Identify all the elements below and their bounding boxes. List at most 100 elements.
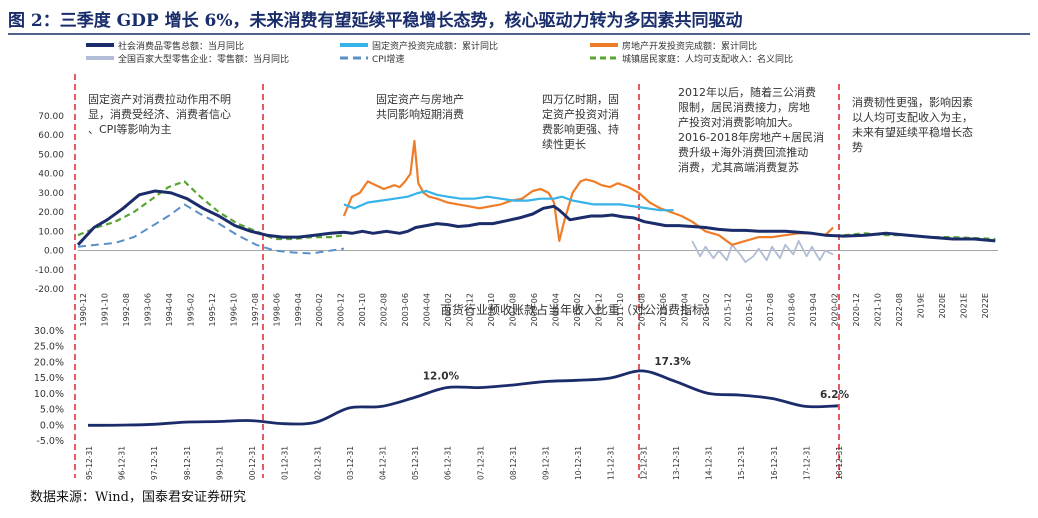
bottom-xtick-label: 2017-12-31 — [802, 446, 811, 480]
legend-label-realestate: 房地产开发投资完成额：累计同比 — [622, 40, 757, 52]
top-xtick-label: 1997-08 — [251, 293, 260, 326]
top-xtick-label: 2020E — [938, 293, 947, 318]
annotation-4: 2012年以后，随着三公消费限制，居民消费接力，房地产投资对消费影响加大。 — [678, 85, 816, 129]
bottom-xtick-label: 1998-12-31 — [183, 446, 192, 480]
series-line-1 — [343, 189, 674, 212]
bottom-chart-title: 百货行业预收账款占当年收入比重（对公消费指标） — [440, 302, 716, 317]
top-xtick-label: 2020-12 — [852, 293, 861, 326]
source-note: 数据来源：Wind，国泰君安证券研究 — [30, 490, 246, 505]
bottom-chart-axes: 30.0% 25.0% 20.0% 15.0% 10.0% 5.0% 0.0% -5.0% 19… — [34, 326, 844, 480]
top-xtick-label: 1999-04 — [294, 293, 303, 326]
period-dividers — [74, 74, 840, 478]
bottom-xtick-label: 2011-12-31 — [607, 446, 616, 480]
bottom-xtick-label: 2004-12-31 — [378, 446, 387, 480]
bottom-ytick-label: 30.0% — [34, 326, 64, 337]
top-xtick-label: 2000-02 — [315, 293, 324, 326]
top-xtick-label: 2011-10 — [616, 293, 625, 326]
top-xtick-label: 2010-12 — [594, 293, 603, 326]
bottom-xtick-label: 1999-12-31 — [215, 446, 224, 480]
top-xtick-label: 2008-06 — [530, 293, 539, 326]
chart-canvas: 社会消费品零售总额：当月同比 全国百家大型零售企业：零售额：当月同比 固定资产投… — [8, 33, 1030, 480]
top-xtick-label: 2010-02 — [573, 293, 582, 326]
top-xtick-label: 2022-08 — [895, 293, 904, 326]
bottom-xtick-label: 2001-12-31 — [281, 446, 290, 480]
bottom-xtick-label: 2006-12-31 — [444, 446, 453, 480]
bottom-data-label: 17.3% — [654, 356, 691, 368]
top-xtick-label: 2014-04 — [680, 293, 689, 326]
bottom-xtick-label: 1995-12-31 — [85, 446, 94, 480]
legend: 社会消费品零售总额：当月同比 全国百家大型零售企业：零售额：当月同比 固定资产投… — [86, 40, 793, 65]
bottom-data-label: 12.0% — [423, 371, 460, 383]
bottom-chart-series: 12.0% 17.3% 6.2% — [87, 356, 850, 427]
bottom-data-label: 6.2% — [820, 389, 850, 401]
bottom-xtick-label: 2018-12-31 — [835, 446, 844, 480]
top-chart-axes: 70.00 60.00 50.00 40.00 30.00 20.00 10.00 0.00 -… — [35, 112, 998, 326]
top-xtick-label: 2021-10 — [874, 293, 883, 326]
top-ytick-label: 60.00 — [38, 131, 64, 141]
bottom-xtick-label: 2008-12-31 — [509, 446, 518, 480]
bottom-xtick-label: 2003-12-31 — [346, 446, 355, 480]
top-ytick-label: 50.00 — [38, 150, 64, 160]
legend-label-retail: 社会消费品零售总额：当月同比 — [118, 40, 244, 52]
top-ytick-label: -20.00 — [35, 285, 64, 295]
top-xtick-label: 1993-06 — [143, 293, 152, 326]
bottom-xtick-label: 2014-12-31 — [705, 446, 714, 480]
prepaid-ratio-line — [87, 369, 839, 427]
legend-label-fai: 固定资产投资完成额：累计同比 — [372, 40, 498, 52]
top-ytick-label: 10.00 — [38, 227, 64, 237]
bottom-xtick-label: 2000-12-31 — [248, 446, 257, 480]
top-xtick-label: 2016-10 — [745, 293, 754, 326]
series-line-3 — [691, 239, 834, 264]
legend-label-income: 城镇居民家庭：人均可支配收入：名义同比 — [622, 53, 793, 65]
series-line-5 — [77, 180, 345, 241]
top-xtick-label: 2005-12 — [466, 293, 475, 326]
top-xtick-label: 2020-02 — [831, 293, 840, 326]
top-xtick-label: 2015-12 — [723, 293, 732, 326]
bottom-xtick-label: 1997-12-31 — [150, 446, 159, 480]
bottom-xtick-label: 2007-12-31 — [476, 446, 485, 480]
top-xtick-label: 2000-12 — [337, 293, 346, 326]
top-xtick-label: 2018-06 — [788, 293, 797, 326]
bottom-ytick-label: 20.0% — [34, 357, 64, 368]
bottom-xtick-label: 2016-12-31 — [770, 446, 779, 480]
top-xtick-label: 2013-06 — [659, 293, 668, 326]
bottom-xtick-label: 2013-12-31 — [672, 446, 681, 480]
top-xtick-label: 1995-02 — [186, 293, 195, 326]
figure-title: 图 2：三季度 GDP 增长 6%，未来消费有望延续平稳增长态势，核心驱动力转为… — [8, 11, 743, 31]
annotation-1: 固定资产对消费拉动作用不明显，消费受经济、消费者信心、CPI等影响为主 — [88, 92, 231, 136]
top-ytick-label: 40.00 — [38, 170, 64, 180]
top-xtick-label: 2006-10 — [487, 293, 496, 326]
top-xtick-label: 2019-04 — [809, 293, 818, 326]
bottom-ytick-label: 25.0% — [34, 342, 64, 353]
top-xtick-label: 1996-10 — [229, 293, 238, 326]
top-ytick-label: -10.00 — [35, 266, 64, 276]
bottom-xtick-label: 2002-12-31 — [313, 446, 322, 480]
top-xtick-label: 2007-08 — [509, 293, 518, 326]
top-xtick-label: 1990-12 — [79, 293, 88, 326]
top-xtick-label: 2012-08 — [637, 293, 646, 326]
bottom-xtick-label: 1996-12-31 — [118, 446, 127, 480]
top-xtick-label: 2002-08 — [380, 293, 389, 326]
top-xtick-label: 1994-04 — [165, 293, 174, 326]
bottom-ytick-label: 0.0% — [40, 420, 64, 431]
annotation-2: 固定资产与房地产共同影响短期消费 — [376, 92, 464, 121]
annotation-3: 四万亿时期，固定资产投资对消费影响更强、持续性更长 — [542, 93, 619, 151]
annotation-5: 2016-2018年房地产+居民消费升级+海外消费回流推动消费，尤其高端消费复苏 — [678, 130, 824, 174]
top-ytick-label: 70.00 — [38, 112, 64, 122]
top-ytick-label: 20.00 — [38, 208, 64, 218]
top-xtick-label: 2022E — [981, 293, 990, 318]
series-line-4 — [77, 203, 345, 255]
legend-label-cpi: CPI增速 — [372, 53, 404, 65]
top-xtick-label: 1998-06 — [272, 293, 281, 326]
top-ytick-label: 0.00 — [44, 247, 64, 257]
top-chart-series — [76, 139, 996, 264]
top-xtick-label: 2017-08 — [766, 293, 775, 326]
bottom-xtick-label: 2012-12-31 — [639, 446, 648, 480]
bottom-ytick-label: 5.0% — [40, 405, 64, 416]
top-xtick-label: 2003-06 — [401, 293, 410, 326]
bottom-xtick-label: 2009-12-31 — [542, 446, 551, 480]
legend-label-department: 全国百家大型零售企业：零售额：当月同比 — [118, 53, 289, 65]
top-xtick-label: 2009-04 — [551, 293, 560, 326]
bottom-ytick-label: 15.0% — [34, 373, 64, 384]
bottom-ytick-label: -5.0% — [36, 436, 64, 447]
